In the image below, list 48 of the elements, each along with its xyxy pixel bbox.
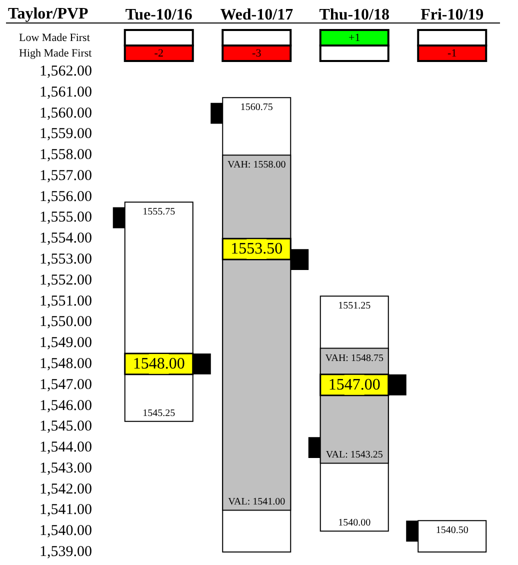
y-tick-label: 1,546.00 <box>40 398 92 414</box>
x-tick-label: Thu-10/18 <box>319 6 390 24</box>
y-tick-label: 1,551.00 <box>40 293 92 310</box>
y-tick-label: 1,540.00 <box>40 523 92 540</box>
y-tick-label: 1,559.00 <box>40 126 92 142</box>
y-tick-label: 1,553.00 <box>40 252 92 268</box>
annotation: VAH: 1548.75 <box>325 352 384 364</box>
annotation: 1560.75 <box>240 102 273 114</box>
y-tick-label: Low Made First <box>19 32 90 44</box>
y-tick-label: 1,554.00 <box>40 230 92 247</box>
annotation: 1545.25 <box>142 408 176 419</box>
x-tick-label: Tue-10/16 <box>125 6 192 24</box>
x-tick-label: Fri-10/19 <box>420 6 484 24</box>
y-tick-label: 1,545.00 <box>40 418 92 435</box>
y-tick-label: 1,552.00 <box>40 272 92 288</box>
y-tick-label: 1,556.00 <box>40 188 92 205</box>
annotation: 1551.25 <box>338 300 371 312</box>
y-tick-label: 1,541.00 <box>40 502 92 518</box>
x-tick-label: Wed-10/17 <box>220 6 294 24</box>
y-tick-label: 1,561.00 <box>40 84 92 100</box>
y-tick-label: 1,550.00 <box>40 314 92 330</box>
y-tick-label: 1,544.00 <box>40 440 92 456</box>
data-label: +1 <box>348 32 360 44</box>
y-tick-label: 1,560.00 <box>40 105 92 122</box>
y-tick-label: 1,557.00 <box>40 168 92 184</box>
y-tick-label: 1,562.00 <box>40 64 92 80</box>
data-label: -1 <box>448 47 457 60</box>
y-tick-label: 1,543.00 <box>40 460 92 476</box>
annotation: VAL: 1543.25 <box>326 450 383 461</box>
y-tick-label: 1,547.00 <box>40 376 92 393</box>
data-label: 1548.00 <box>132 355 185 372</box>
y-tick-label: 1,555.00 <box>40 210 92 226</box>
annotation: VAH: 1558.00 <box>228 160 286 171</box>
data-label: -3 <box>252 47 262 60</box>
y-tick-label: 1,542.00 <box>40 481 92 498</box>
annotation: 1540.50 <box>436 525 468 536</box>
data-label: -2 <box>154 47 164 60</box>
annotation: 1555.75 <box>142 206 176 218</box>
chart-title: Taylor/PVP <box>8 6 89 22</box>
annotation: 1540.00 <box>338 518 371 529</box>
y-tick-label: 1,539.00 <box>40 544 92 560</box>
data-label: 1547.00 <box>328 376 380 394</box>
y-tick-label: 1,548.00 <box>40 356 92 372</box>
y-tick-label: 1,558.00 <box>40 147 92 164</box>
y-tick-label: High Made First <box>19 47 92 60</box>
y-tick-label: 1,549.00 <box>40 335 92 352</box>
data-label: 1553.50 <box>230 240 283 258</box>
annotation: VAL: 1541.00 <box>228 496 286 508</box>
